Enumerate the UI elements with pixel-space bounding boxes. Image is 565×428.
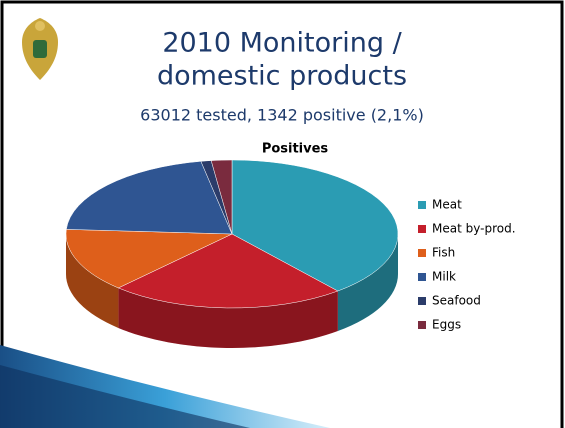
pie-side-shade [66,234,119,328]
emblem [22,18,58,80]
title-line: 2010 Monitoring / [162,28,402,59]
legend-swatch [418,249,426,257]
legend-label: Eggs [432,318,461,332]
legend-label: Milk [432,270,456,284]
pie-slice [65,229,233,289]
legend-swatch [418,225,426,233]
pie [65,159,399,348]
pie-side [118,287,338,348]
pie-side [66,234,119,328]
title-line: domestic products [157,61,407,92]
subtitle: 63012 tested, 1342 positive (2,1%) [140,106,424,125]
legend-swatch [418,201,426,209]
pie-slice [210,159,233,235]
pie-slice [231,159,399,292]
legend-swatch [418,273,426,281]
legend-label: Meat by-prod. [432,222,516,236]
legend-swatch [418,297,426,305]
legend-label: Meat [432,198,462,212]
pie-side [337,234,398,332]
pie-slice [117,233,339,309]
legend-label: Fish [432,246,455,260]
pie-side-shade [118,287,338,348]
pie-slice [66,161,233,235]
legend-label: Seafood [432,294,481,308]
legend-swatch [418,321,426,329]
swoosh-shadow [0,365,250,428]
pie-side-shade [337,234,398,332]
chart-title: Positives [262,142,329,157]
